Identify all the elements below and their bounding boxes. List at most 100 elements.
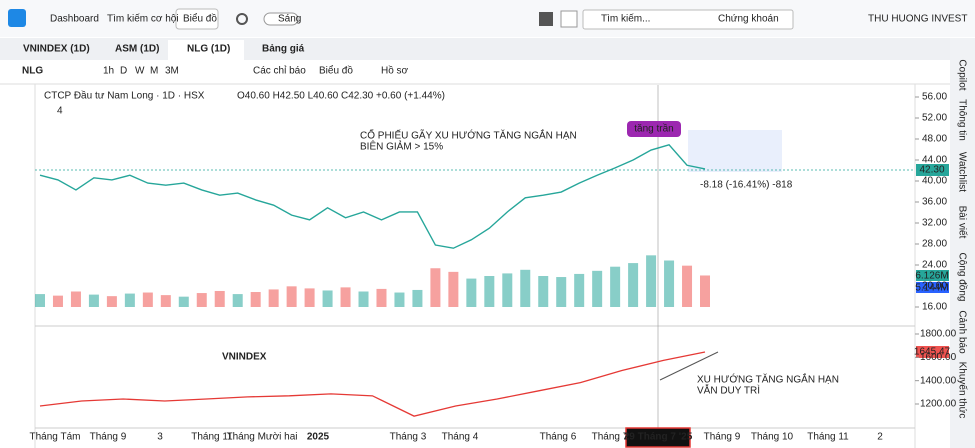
annotation: VẪN DUY TRÌ xyxy=(697,384,760,397)
volume-bar xyxy=(700,275,710,307)
volume-bar xyxy=(574,273,585,307)
logo[interactable] xyxy=(8,9,26,27)
interval[interactable]: W xyxy=(135,66,145,77)
volume-bar xyxy=(178,296,189,307)
annotation: VNINDEX xyxy=(222,352,267,363)
volume-bar xyxy=(592,270,603,307)
y-tick-label: 32.00 xyxy=(922,218,947,229)
y-tick-label: 1400.00 xyxy=(920,375,957,386)
sidebar-label[interactable]: Bài viết xyxy=(956,206,968,239)
volume-bar xyxy=(556,277,567,307)
volume-bar xyxy=(88,294,99,307)
tab[interactable]: Bảng giá xyxy=(262,44,305,55)
tab[interactable]: ASM (1D) xyxy=(115,44,159,55)
toolbar-button[interactable]: Biểu đồ xyxy=(319,65,353,77)
search-placeholder: Tìm kiếm... xyxy=(601,13,650,25)
volume-bar xyxy=(646,255,657,307)
x-tick-label: 2 xyxy=(877,432,883,443)
volume-bar xyxy=(52,295,63,307)
y-tick-label: 1200.00 xyxy=(920,399,957,410)
measure-box xyxy=(688,130,782,172)
nav-item[interactable]: Biểu đồ xyxy=(183,13,217,25)
date-highlight xyxy=(625,427,691,448)
price-label: 42.30 xyxy=(919,165,944,176)
top-bar xyxy=(0,0,975,37)
y-tick-label: 1600.00 xyxy=(920,352,957,363)
ceiling-bubble xyxy=(627,121,681,137)
price-line xyxy=(39,143,706,249)
sidebar-label[interactable]: Cảnh báo xyxy=(956,310,967,354)
interval[interactable]: M xyxy=(150,66,158,77)
trend-arrow xyxy=(659,351,719,381)
volume-bar xyxy=(322,290,333,307)
volume-bar xyxy=(142,292,153,307)
settings-icon[interactable] xyxy=(236,13,248,25)
grid-icon[interactable] xyxy=(539,12,553,26)
x-tick-label: Tháng 3 xyxy=(390,432,427,443)
annotation: BIÊN GIẢM > 15% xyxy=(360,140,443,153)
legend-title: CTCP Đầu tư Nam Long · 1D · HSX xyxy=(44,90,205,102)
volume-bar xyxy=(106,296,117,307)
sidebar-label[interactable]: Thông tin xyxy=(956,99,967,141)
volume-bar xyxy=(304,288,315,307)
symbol[interactable]: NLG xyxy=(22,66,43,77)
toolbar-button[interactable]: Hồ sơ xyxy=(381,65,409,77)
search-box[interactable] xyxy=(582,9,794,30)
tab[interactable]: VNINDEX (1D) xyxy=(23,44,90,55)
theme-toggle[interactable] xyxy=(263,12,299,26)
interval[interactable]: D xyxy=(120,66,127,77)
nav-item[interactable]: Dashboard xyxy=(50,14,99,25)
volume-bar xyxy=(70,291,81,307)
sidebar-label[interactable]: Cộng đồng xyxy=(956,253,968,302)
tab[interactable]: NLG (1D) xyxy=(187,44,230,55)
y-tick-label: 28.00 xyxy=(922,239,947,250)
y-tick-label: 56.00 xyxy=(922,92,947,103)
interval[interactable]: 1h xyxy=(103,66,114,77)
chart-button[interactable] xyxy=(175,8,219,30)
index-label: 1645.47 xyxy=(914,347,951,358)
volume-bar xyxy=(538,276,549,307)
volume-bar xyxy=(286,286,297,307)
annotation: -8.18 (-16.41%) -818 xyxy=(700,180,793,191)
sidebar-label[interactable]: Watchlist xyxy=(956,152,967,192)
indicator-count: 4 xyxy=(57,106,63,117)
toolbar-button[interactable]: Các chỉ báo xyxy=(253,65,306,77)
volume-bar xyxy=(484,276,495,307)
nav-item[interactable]: Tìm kiếm cơ hội xyxy=(107,13,179,25)
y-tick-label: 1800.00 xyxy=(920,329,957,340)
volume-bar xyxy=(160,295,171,307)
volume-label: 6.126M xyxy=(915,271,948,282)
index-line xyxy=(39,351,706,417)
volume-bar xyxy=(610,266,621,307)
x-tick-label: Tháng 11 xyxy=(807,432,849,443)
market-select: Chứng khoán xyxy=(718,14,779,25)
volume-bar xyxy=(466,278,477,307)
y-tick-label: 16.00 xyxy=(922,302,947,313)
sidebar-label[interactable]: Khuyến thức xyxy=(956,362,968,419)
active-tab[interactable] xyxy=(168,40,244,60)
right-sidebar xyxy=(950,38,975,448)
add-icon[interactable] xyxy=(560,10,578,28)
volume-bar xyxy=(250,292,261,307)
sidebar-label[interactable]: Copilot xyxy=(956,59,967,90)
volume-bar xyxy=(430,268,441,307)
y-tick-label: 40.00 xyxy=(922,176,947,187)
volume-bar xyxy=(412,289,423,307)
interval[interactable]: 3M xyxy=(165,66,179,77)
y-tick-label: 52.00 xyxy=(922,113,947,124)
volume-bar xyxy=(232,294,243,307)
volume-label: 5.144M xyxy=(915,283,948,294)
x-tick-label: Tháng 4 xyxy=(442,432,479,443)
volume-bar xyxy=(214,290,225,307)
x-tick-label: Tháng 6 xyxy=(540,432,577,443)
x-tick-label: Tháng Tám xyxy=(30,432,81,443)
volume-label-box xyxy=(916,270,949,281)
user-name: THU HUONG INVEST xyxy=(868,14,967,25)
y-tick-label: 24.00 xyxy=(922,260,947,271)
x-tick-label: Tháng 10 xyxy=(751,432,794,443)
volume-bar xyxy=(358,291,369,307)
volume-bar xyxy=(628,263,639,307)
annotation: CỔ PHIẾU GÃY XU HƯỚNG TĂNG NGẮN HẠN xyxy=(360,129,577,142)
y-tick-label: 44.00 xyxy=(922,155,947,166)
x-tick-label: Tháng Mười hai xyxy=(226,432,297,443)
